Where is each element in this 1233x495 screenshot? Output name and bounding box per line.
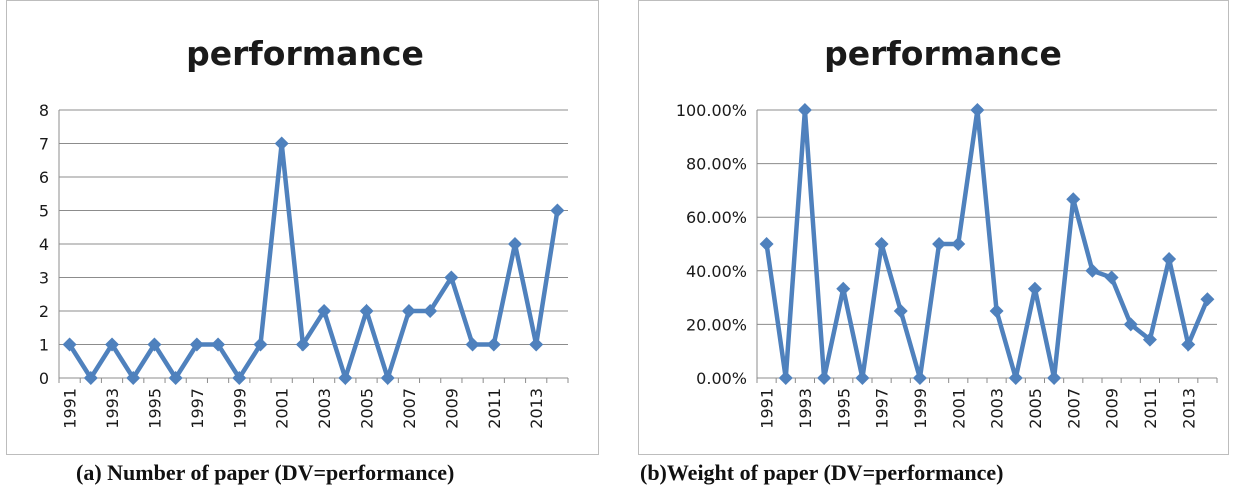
- x-tick-label: 2001: [949, 388, 968, 429]
- series-line: [764, 109, 1210, 379]
- y-tick-label: 1: [39, 336, 49, 355]
- x-tick-label: 1997: [873, 388, 892, 429]
- data-point-marker: [211, 337, 226, 352]
- data-point-marker: [1085, 263, 1100, 278]
- data-point-marker: [168, 371, 183, 385]
- x-tick-label: 2007: [1064, 388, 1083, 429]
- data-point-marker: [1027, 281, 1042, 296]
- data-point-marker: [126, 371, 141, 385]
- data-point-marker: [797, 103, 812, 117]
- y-tick-label: 0.00%: [696, 369, 747, 388]
- chart-title: performance: [824, 34, 1062, 73]
- x-tick-label: 1999: [230, 388, 249, 429]
- y-tick-label: 2: [39, 302, 49, 321]
- data-point-marker: [1104, 270, 1119, 285]
- caption-weight-of-paper: (b)Weight of paper (DV=performance): [640, 460, 1004, 485]
- chart-panel-number-of-paper: performance 0 1 2 3 4 5 6 7 8 1991 1993 1995 1997 199…: [6, 0, 599, 455]
- data-point-marker: [359, 304, 374, 318]
- data-point-marker: [105, 337, 120, 352]
- data-point-marker: [989, 304, 1004, 318]
- data-point-marker: [1200, 292, 1215, 307]
- number-of-paper-chart: performance 0 1 2 3 4 5 6 7 8 1991 1993 1995 1997 199…: [39, 34, 569, 429]
- data-point-marker: [486, 337, 501, 352]
- data-point-marker: [817, 371, 832, 385]
- data-point-marker: [444, 270, 459, 285]
- y-tick-label: 60.00%: [686, 208, 747, 227]
- x-tick-label: 1991: [61, 388, 80, 429]
- x-tick-label: 2013: [527, 388, 546, 429]
- x-tick-label: 2005: [358, 388, 377, 429]
- y-tick-label: 80.00%: [686, 155, 747, 174]
- data-point-marker: [401, 304, 416, 318]
- data-point-marker: [317, 304, 332, 318]
- data-point-marker: [778, 371, 793, 385]
- data-point-marker: [1181, 337, 1196, 352]
- x-tick-label: 1991: [758, 388, 777, 429]
- data-point-marker: [759, 237, 774, 251]
- data-point-marker: [423, 304, 438, 318]
- weight-of-paper-chart: performance 0.00% 20.00% 40.00% 60.00% 80.00…: [676, 34, 1218, 429]
- data-point-marker: [932, 237, 947, 251]
- x-tick-label: 2009: [1103, 388, 1122, 429]
- x-tick-label: 2001: [273, 388, 292, 429]
- y-tick-label: 5: [39, 202, 49, 221]
- data-point-marker: [951, 237, 966, 251]
- y-tick-label: 40.00%: [686, 262, 747, 281]
- y-tick-label: 0: [39, 369, 49, 388]
- y-tick-label: 20.00%: [686, 315, 747, 334]
- data-point-marker: [550, 203, 565, 218]
- x-tick-label: 1995: [834, 388, 853, 429]
- data-point-marker: [855, 371, 870, 385]
- x-tick-label: 1995: [145, 388, 164, 429]
- data-point-marker: [1123, 317, 1138, 332]
- data-point-marker: [1066, 192, 1081, 207]
- x-tick-label: 1997: [188, 388, 207, 429]
- x-tick-label: 2003: [315, 388, 334, 429]
- y-tick-label: 6: [39, 168, 49, 187]
- data-point-marker: [1162, 252, 1177, 267]
- x-tick-label: 1993: [796, 388, 815, 429]
- x-tick-label: 1999: [911, 388, 930, 429]
- data-point-marker: [912, 371, 927, 385]
- data-point-marker: [274, 136, 289, 151]
- data-point-marker: [507, 237, 522, 251]
- x-tick-label: 2007: [400, 388, 419, 429]
- data-point-marker: [465, 337, 480, 352]
- data-point-marker: [1008, 371, 1023, 385]
- y-tick-label: 7: [39, 135, 49, 154]
- data-point-marker: [189, 337, 204, 352]
- data-point-marker: [836, 281, 851, 296]
- data-point-marker: [970, 103, 985, 117]
- x-tick-label: 2011: [1141, 388, 1160, 429]
- data-point-marker: [1047, 371, 1062, 385]
- y-tick-label: 8: [39, 101, 49, 120]
- x-tick-label: 2011: [485, 388, 504, 429]
- x-tick-label: 2013: [1179, 388, 1198, 429]
- data-point-marker: [893, 304, 908, 318]
- caption-number-of-paper: (a) Number of paper (DV=performance): [76, 460, 455, 485]
- data-point-marker: [147, 337, 162, 352]
- series-line: [67, 143, 560, 386]
- data-point-marker: [338, 371, 353, 385]
- data-point-marker: [295, 337, 310, 352]
- chart-title: performance: [186, 34, 424, 73]
- x-tick-label: 2005: [1026, 388, 1045, 429]
- y-tick-label: 3: [39, 269, 49, 288]
- x-tick-label: 2009: [442, 388, 461, 429]
- y-tick-label: 4: [39, 235, 49, 254]
- data-point-marker: [529, 337, 544, 352]
- data-point-marker: [83, 371, 98, 385]
- chart-panel-weight-of-paper: performance 0.00% 20.00% 40.00% 60.00% 80.00…: [638, 0, 1229, 455]
- x-tick-label: 1993: [103, 388, 122, 429]
- data-point-marker: [232, 371, 247, 385]
- y-tick-label: 100.00%: [676, 101, 747, 120]
- x-tick-label: 2003: [988, 388, 1007, 429]
- data-point-marker: [380, 371, 395, 385]
- data-point-marker: [874, 237, 889, 251]
